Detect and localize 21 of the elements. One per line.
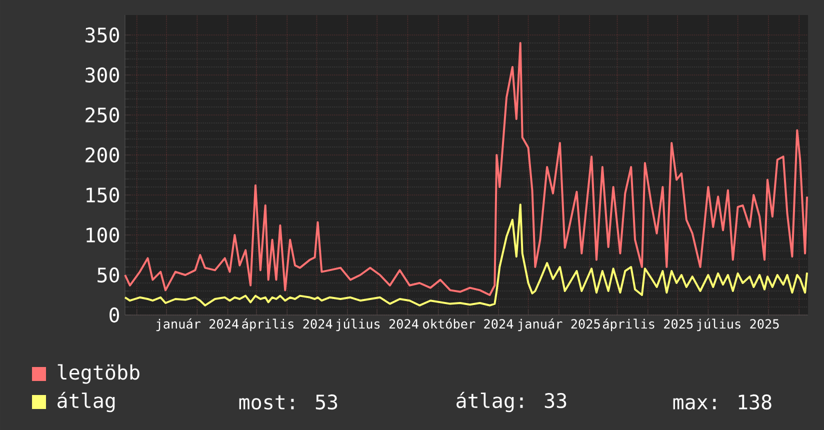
x-tick-label: január 2024	[156, 318, 238, 332]
x-tick-label: október 2024	[423, 318, 514, 329]
text: max: 138	[673, 394, 772, 410]
legend-label: átlag	[58, 392, 115, 412]
text: átlag: 33	[456, 392, 566, 412]
y-tick-label: 150	[86, 187, 119, 203]
x-tick-label: július 2024	[336, 318, 418, 332]
x-tick-label: január 2025	[518, 318, 600, 332]
x-tick-label: április 2024	[242, 318, 332, 332]
y-tick-label: 350	[86, 27, 119, 43]
line-series	[124, 42, 808, 296]
x-tick-label: július 2025	[697, 318, 779, 332]
x-tick-label: április 2025	[602, 318, 693, 332]
text: most: 53	[239, 394, 338, 410]
y-tick-label: 300	[86, 67, 119, 83]
legend-label: legtöbb	[58, 364, 140, 384]
y-tick-label: 100	[86, 227, 119, 243]
y-tick-label: 50	[98, 267, 119, 283]
y-tick-label: 200	[86, 147, 119, 163]
y-tick-label: 0	[110, 307, 119, 323]
y-tick-label: 250	[86, 107, 119, 123]
